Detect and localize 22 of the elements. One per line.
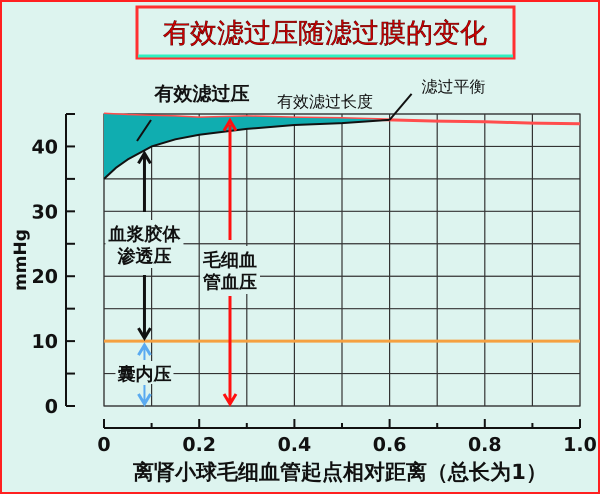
y-axis-title: mmHg bbox=[11, 229, 31, 291]
y-tick-label: 10 bbox=[32, 331, 58, 354]
x-tick-label: 0.4 bbox=[278, 434, 312, 456]
annotation: 毛细血管血压 bbox=[200, 246, 260, 294]
annotation: 有效滤过压 bbox=[136, 83, 250, 142]
title: 有效滤过压随滤过膜的变化 bbox=[136, 6, 516, 60]
chart-title: 有效滤过压随滤过膜的变化 bbox=[163, 18, 487, 49]
annotation: 滤过平衡 bbox=[388, 76, 486, 120]
x-tick-label: 1.0 bbox=[563, 434, 597, 456]
y-tick-label: 40 bbox=[32, 136, 58, 158]
x-tick-label: 0 bbox=[97, 434, 111, 456]
annotation: 滤过平衡 bbox=[422, 76, 486, 96]
annotation: 血浆胶体渗透压 bbox=[105, 220, 184, 268]
x-tick-label: 0.2 bbox=[182, 434, 216, 456]
y-tick-label: 0 bbox=[44, 396, 58, 418]
annotation: 有效滤过长度 bbox=[277, 92, 373, 111]
x-axis-title: 离肾小球毛细血管起点相对距离（总长为1） bbox=[132, 460, 547, 484]
x-tick-label: 0.8 bbox=[468, 434, 502, 456]
x-tick-label: 0.6 bbox=[372, 434, 406, 456]
annotation: 囊内压 bbox=[115, 361, 174, 385]
y-tick-label: 30 bbox=[32, 201, 58, 224]
y-tick-label: 20 bbox=[32, 266, 58, 288]
